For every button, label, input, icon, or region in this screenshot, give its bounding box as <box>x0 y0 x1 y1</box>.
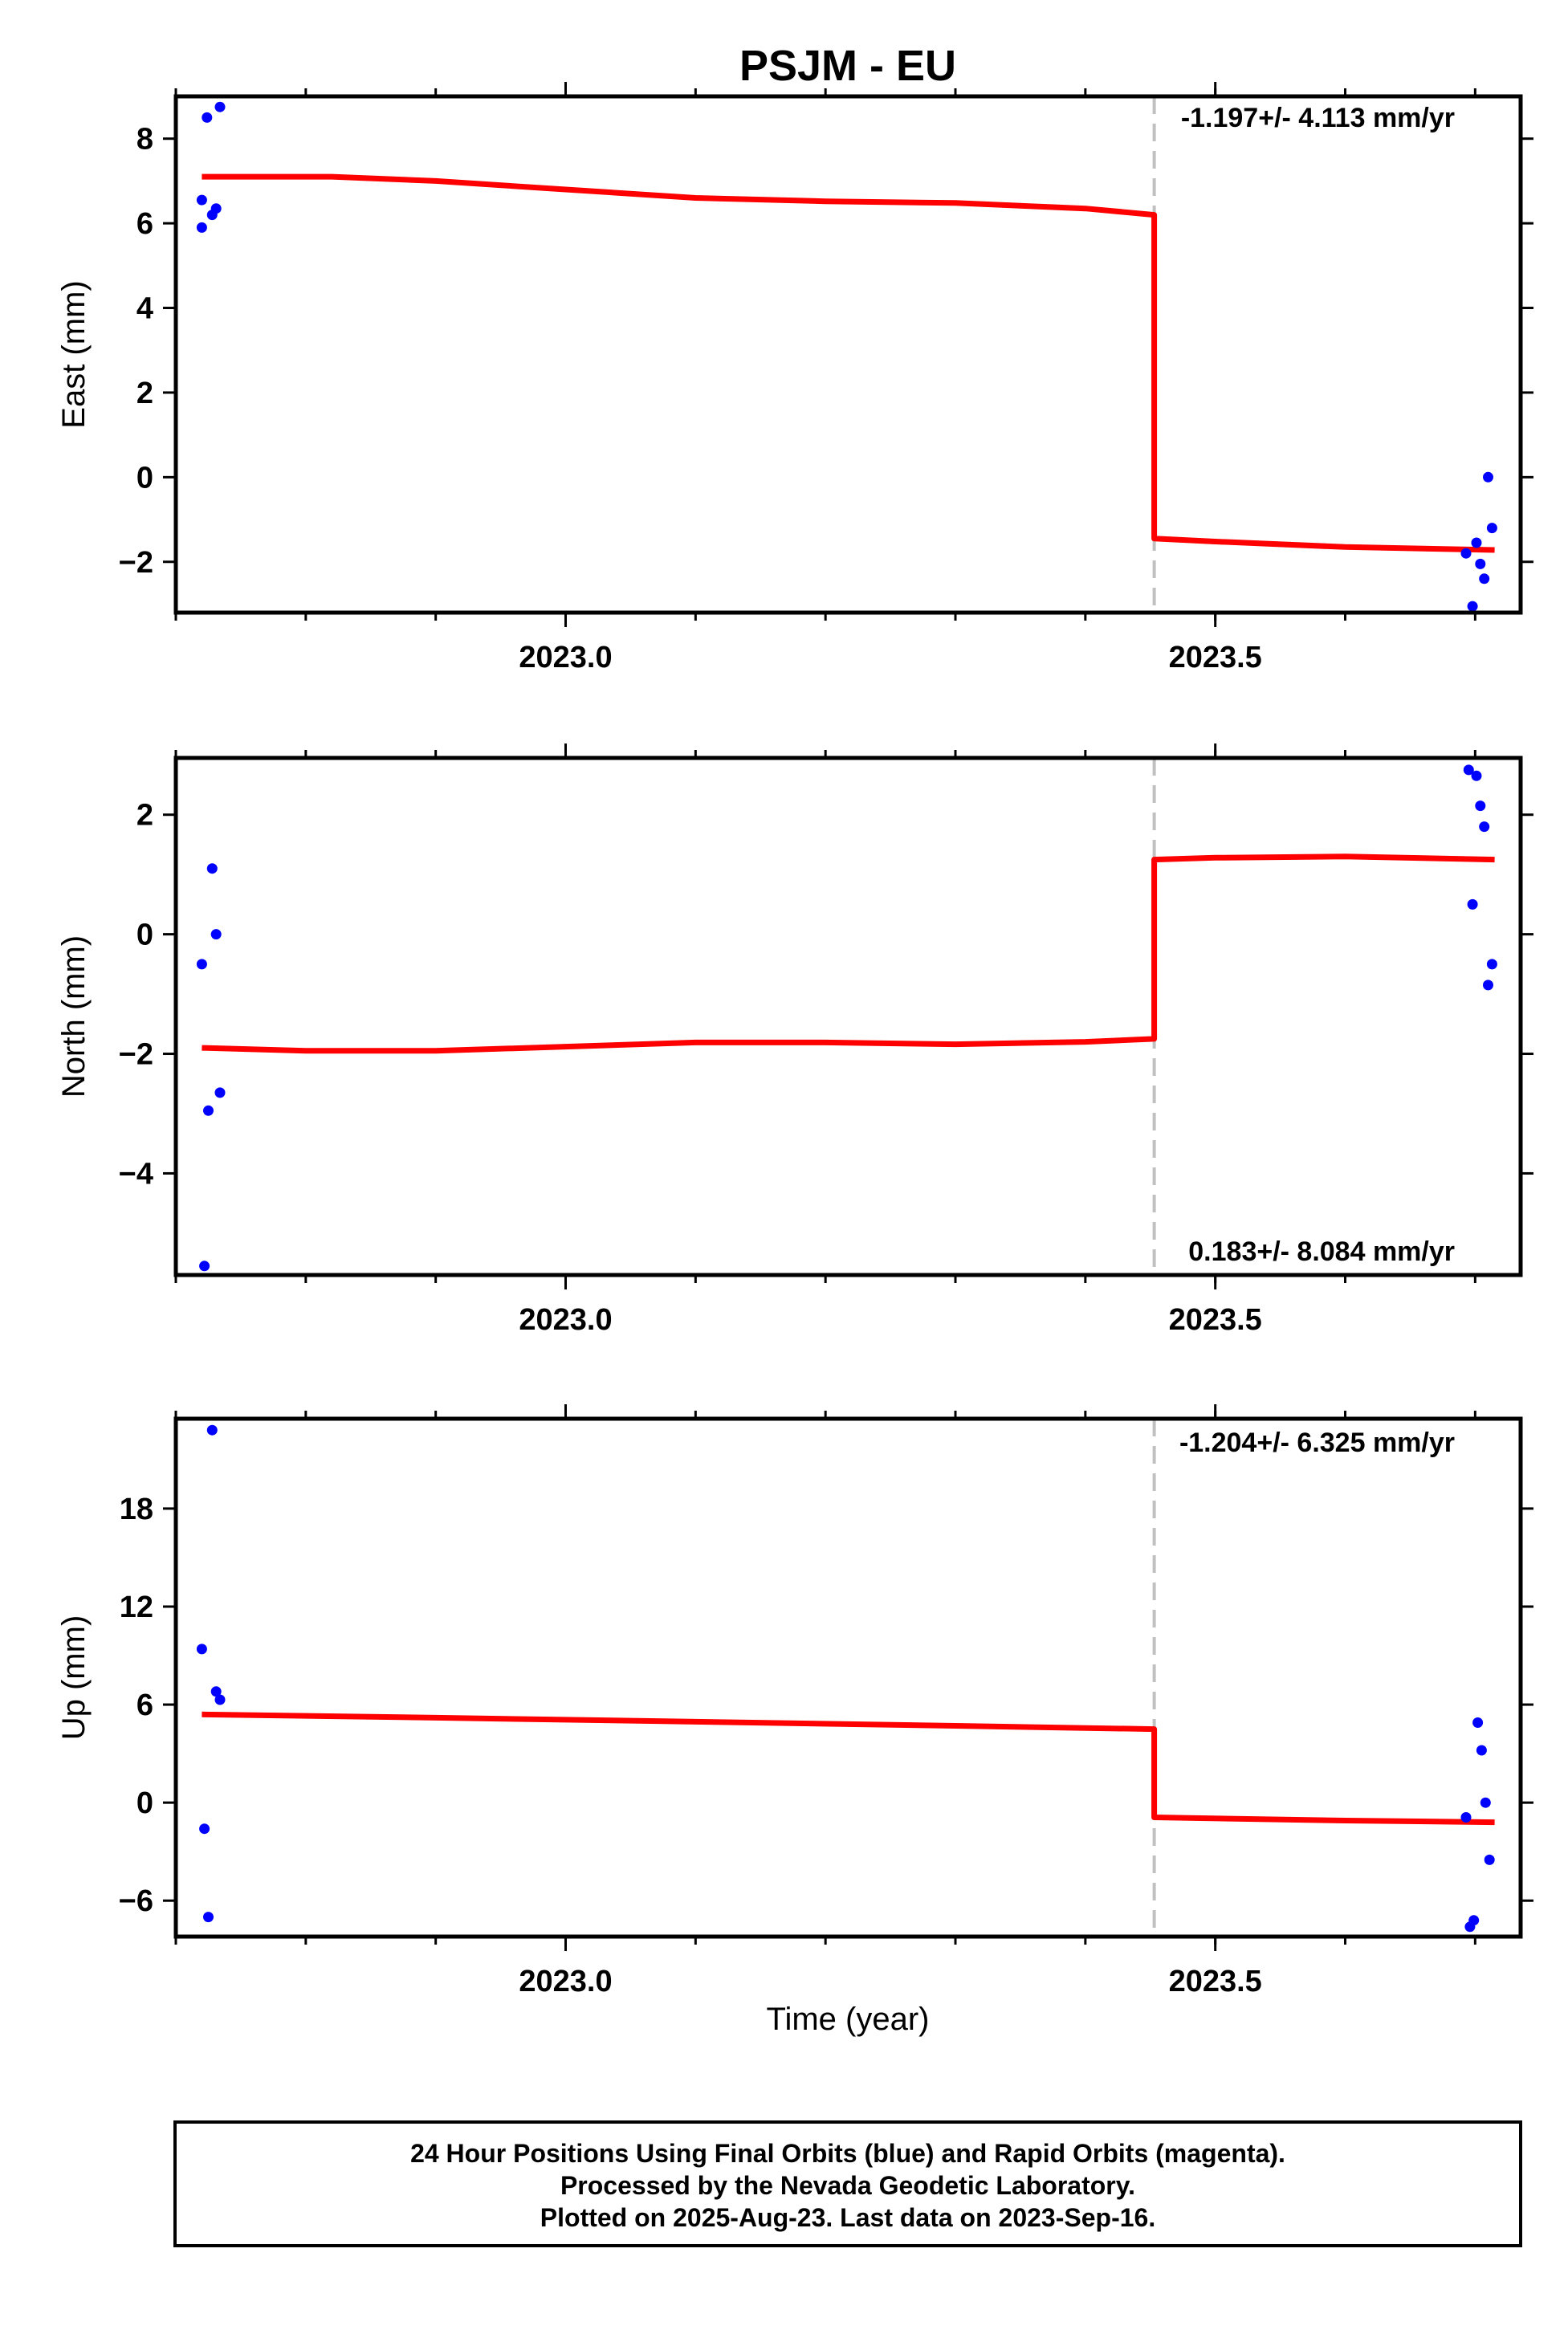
up-panel: 2023.0 2023.5 −6 0 6 12 18 Up (mm) -1.204+/- 6.3… <box>56 1404 1533 1998</box>
north-data-point <box>206 863 218 874</box>
east-panel: 2023.0 2023.5 −2 0 2 4 6 8 East (mm) -1.197+/- 4.… <box>56 82 1533 674</box>
north-data-point <box>1483 980 1493 991</box>
north-data-point <box>1471 770 1482 781</box>
up-y-axis-label: Up (mm) <box>56 1615 92 1741</box>
north-data-point <box>214 1087 226 1098</box>
up-y-tick-label: −6 <box>119 1884 153 1918</box>
up-data-point <box>1472 1717 1484 1728</box>
up-data-point <box>210 1686 222 1697</box>
east-rate-label: -1.197+/- 4.113 mm/yr <box>1181 103 1455 133</box>
footer-line-2: Processed by the Nevada Geodetic Laborat… <box>560 2171 1135 2200</box>
east-y-tick-label: 6 <box>136 207 153 241</box>
x-axis-label: Time (year) <box>767 2002 930 2037</box>
east-data-point <box>1460 548 1472 559</box>
north-data-point <box>1475 800 1486 812</box>
east-data-point <box>1479 573 1490 585</box>
east-y-tick-label: 8 <box>136 123 153 157</box>
east-data-point <box>1475 558 1486 569</box>
up-model-line <box>202 1711 1495 1826</box>
east-x-tick-label: 2023.0 <box>519 641 612 674</box>
up-data-point <box>1460 1812 1472 1823</box>
up-data-point <box>1468 1915 1480 1926</box>
footer-line-1: 24 Hour Positions Using Final Orbits (bl… <box>410 2139 1285 2168</box>
north-data-point <box>1467 898 1478 910</box>
up-data-point <box>214 1694 226 1705</box>
north-data-point <box>210 929 222 940</box>
east-y-tick-label: −2 <box>119 546 153 580</box>
north-data-point <box>1463 764 1474 776</box>
east-data-point <box>202 112 213 123</box>
north-data-point <box>1479 821 1490 833</box>
east-data-point <box>1471 537 1482 548</box>
up-x-tick-label: 2023.5 <box>1169 1965 1262 1998</box>
east-data-point <box>1467 601 1478 612</box>
north-y-tick-label: 2 <box>136 799 153 833</box>
east-data-point <box>210 203 222 214</box>
north-plot-frame <box>173 756 1523 1277</box>
east-data-point <box>214 101 226 112</box>
up-data-point <box>1476 1745 1487 1756</box>
north-data-point <box>203 1105 214 1116</box>
east-data-point <box>196 222 207 233</box>
footer-line-3: Plotted on 2025-Aug-23. Last data on 202… <box>540 2203 1155 2232</box>
east-x-tick-label: 2023.5 <box>1169 641 1262 674</box>
panels-group: 2023.0 2023.5 −2 0 2 4 6 8 East (mm) -1.197+/- 4.… <box>56 82 1533 1998</box>
north-y-tick-label: −4 <box>119 1157 153 1191</box>
footer-box <box>173 2120 1522 2247</box>
up-rate-label: -1.204+/- 6.325 mm/yr <box>1179 1428 1455 1458</box>
east-data-point <box>1486 523 1497 534</box>
north-panel: 2023.0 2023.5 −4 −2 0 2 North (mm) 0.183+/- 8.0… <box>56 743 1533 1337</box>
north-data-point <box>1486 959 1497 970</box>
north-y-tick-label: 0 <box>136 919 153 952</box>
east-y-tick-label: 4 <box>136 292 153 326</box>
east-y-tick-label: 0 <box>136 461 153 495</box>
up-y-tick-label: 12 <box>120 1591 153 1624</box>
north-y-axis-label: North (mm) <box>56 935 92 1098</box>
north-model-line <box>202 853 1495 1054</box>
up-data-point <box>1480 1797 1491 1808</box>
chart-title: PSJM - EU <box>739 42 956 90</box>
up-data-point <box>1484 1854 1495 1865</box>
north-x-tick-label: 2023.5 <box>1169 1303 1262 1337</box>
up-data-point <box>199 1823 210 1835</box>
east-data-point <box>196 194 207 206</box>
north-data-point <box>196 959 207 970</box>
east-model-line <box>202 173 1495 553</box>
north-data-point <box>199 1261 210 1272</box>
north-y-tick-label: −2 <box>119 1038 153 1072</box>
north-rate-label: 0.183+/- 8.084 mm/yr <box>1188 1236 1455 1267</box>
east-y-axis-label: East (mm) <box>56 280 92 428</box>
up-y-tick-label: 6 <box>136 1688 153 1722</box>
up-data-point <box>206 1424 218 1436</box>
up-data-point <box>203 1912 214 1923</box>
north-x-tick-label: 2023.0 <box>519 1303 612 1337</box>
up-data-point <box>196 1644 207 1655</box>
up-y-tick-label: 0 <box>136 1786 153 1820</box>
east-y-tick-label: 2 <box>136 377 153 410</box>
east-plot-frame <box>173 94 1523 615</box>
up-x-tick-label: 2023.0 <box>519 1965 612 1998</box>
up-y-tick-label: 18 <box>120 1493 153 1526</box>
up-plot-frame <box>173 1416 1523 1939</box>
east-data-point <box>1483 471 1493 483</box>
